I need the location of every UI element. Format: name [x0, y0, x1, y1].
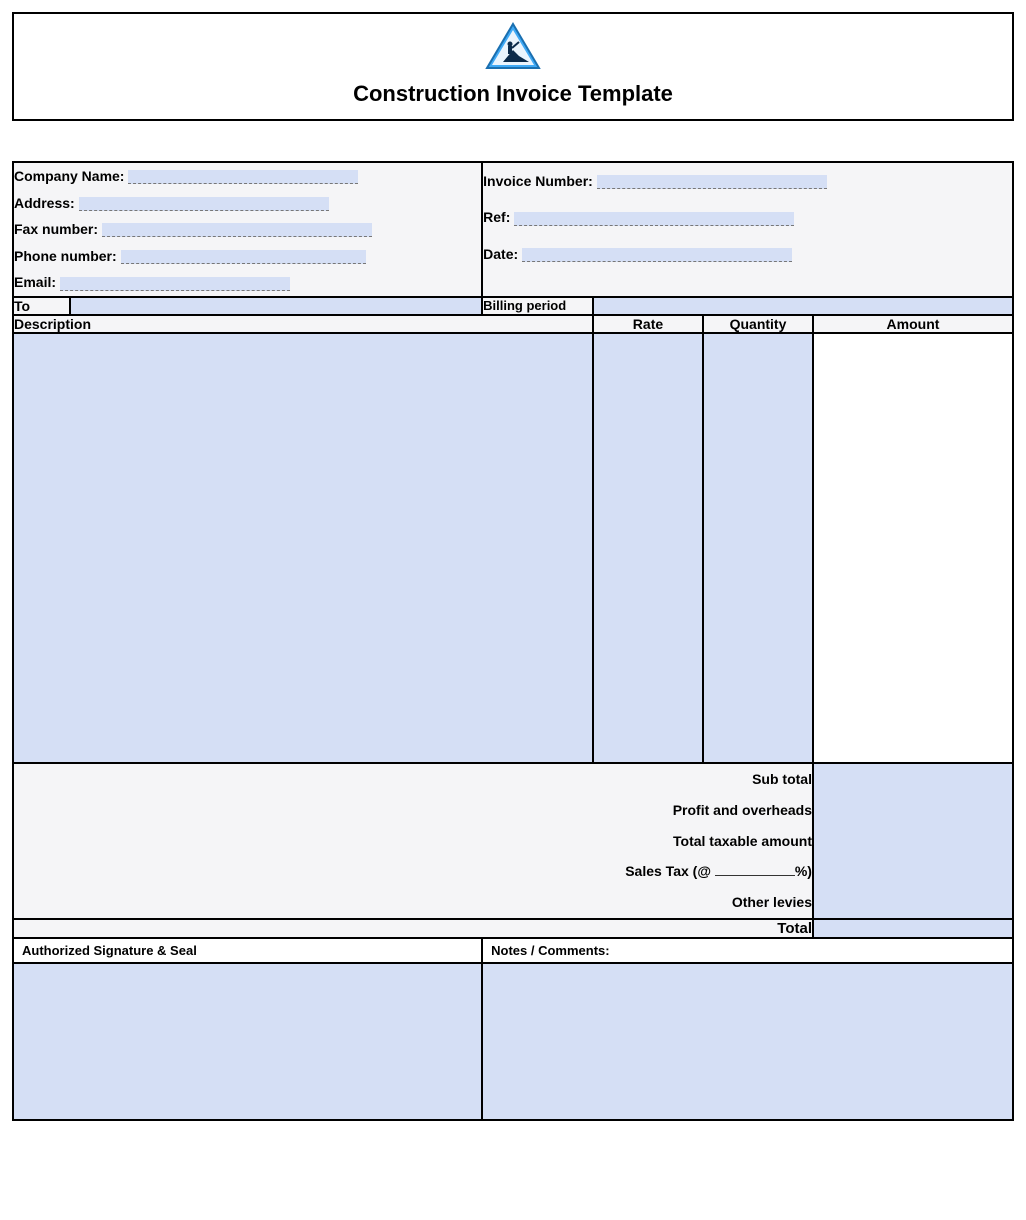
page-title: Construction Invoice Template	[14, 81, 1012, 107]
to-input[interactable]	[70, 297, 482, 315]
sales-tax-input[interactable]	[715, 864, 795, 876]
taxable-label: Total taxable amount	[14, 826, 812, 857]
summary-labels: Sub total Profit and overheads Total tax…	[13, 763, 813, 919]
sales-tax-prefix: Sales Tax (@	[625, 863, 711, 879]
company-field: Company Name:	[14, 163, 481, 190]
total-amount-cell[interactable]	[813, 919, 1013, 938]
company-info-cell: Company Name: Address: Fax number: Phone nu…	[13, 162, 482, 297]
other-levies-label: Other levies	[14, 887, 812, 918]
col-rate: Rate	[593, 315, 703, 333]
subtotal-label: Sub total	[14, 764, 812, 795]
invoice-field: Ref:	[483, 199, 1012, 235]
sales-tax-label: Sales Tax (@ %)	[14, 856, 812, 887]
invoice-field: Date:	[483, 236, 1012, 272]
signature-label: Authorized Signature & Seal	[14, 939, 481, 964]
notes-cell-wrap: Notes / Comments:	[482, 938, 1013, 1120]
notes-label: Notes / Comments:	[483, 939, 1012, 964]
field-input[interactable]	[79, 197, 329, 211]
col-amount: Amount	[813, 315, 1013, 333]
field-label: Date:	[483, 246, 518, 262]
billing-period-input[interactable]	[593, 297, 1013, 315]
header-box: Construction Invoice Template	[12, 12, 1014, 121]
company-field: Email:	[14, 269, 481, 296]
field-label: Phone number:	[14, 248, 117, 264]
field-input[interactable]	[522, 248, 792, 262]
field-label: Invoice Number:	[483, 173, 593, 189]
invoice-field: Invoice Number:	[483, 163, 1012, 199]
sales-tax-suffix: %)	[795, 863, 812, 879]
billing-period-label: Billing period	[482, 297, 593, 315]
company-field: Address:	[14, 190, 481, 217]
construction-logo-icon	[485, 22, 541, 77]
field-input[interactable]	[514, 212, 794, 226]
profit-label: Profit and overheads	[14, 795, 812, 826]
total-label: Total	[13, 919, 813, 938]
company-field: Fax number:	[14, 216, 481, 243]
field-input[interactable]	[597, 175, 827, 189]
rate-input[interactable]	[593, 333, 703, 763]
col-quantity: Quantity	[703, 315, 813, 333]
field-label: Fax number:	[14, 221, 98, 237]
field-label: Email:	[14, 274, 56, 290]
company-field: Phone number:	[14, 243, 481, 270]
field-label: Address:	[14, 195, 75, 211]
signature-cell-wrap: Authorized Signature & Seal	[13, 938, 482, 1120]
amount-cell	[813, 333, 1013, 763]
col-description: Description	[13, 315, 593, 333]
field-input[interactable]	[121, 250, 366, 264]
invoice-table: Company Name: Address: Fax number: Phone nu…	[12, 161, 1014, 1121]
invoice-info-cell: Invoice Number: Ref: Date:	[482, 162, 1013, 297]
description-input[interactable]	[13, 333, 593, 763]
field-input[interactable]	[128, 170, 358, 184]
field-label: Ref:	[483, 209, 510, 225]
field-input[interactable]	[102, 223, 372, 237]
signature-cell[interactable]: Authorized Signature & Seal	[14, 939, 481, 1119]
notes-cell[interactable]: Notes / Comments:	[483, 939, 1012, 1119]
field-label: Company Name:	[14, 168, 124, 184]
field-input[interactable]	[60, 277, 290, 291]
summary-amount-cell[interactable]	[813, 763, 1013, 919]
quantity-input[interactable]	[703, 333, 813, 763]
to-label: To	[13, 297, 70, 315]
